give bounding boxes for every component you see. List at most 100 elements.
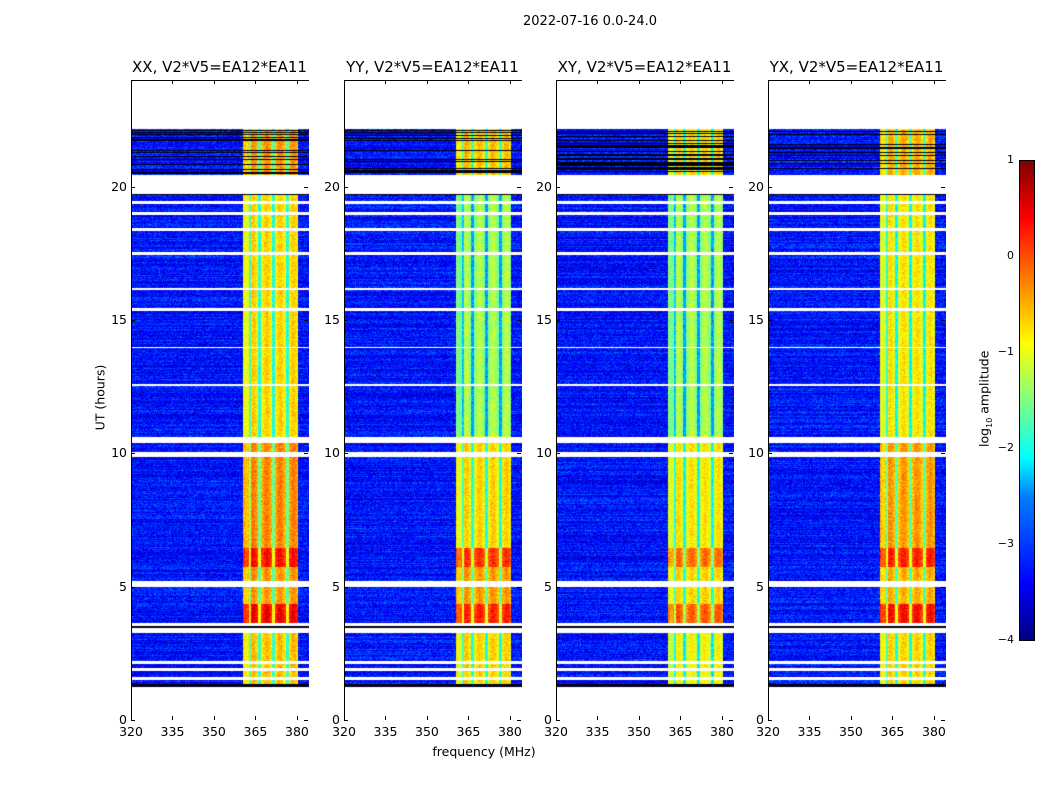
y-tick-mark <box>304 586 308 588</box>
y-tick-mark <box>517 186 521 188</box>
x-tick-label: 380 <box>922 724 946 739</box>
y-tick-mark <box>304 453 308 455</box>
x-tick-mark <box>131 80 132 84</box>
y-tick-mark <box>768 453 772 455</box>
x-tick-mark <box>385 716 387 720</box>
y-tick-mark <box>729 720 733 721</box>
y-tick-mark <box>517 720 521 721</box>
y-tick-mark <box>729 453 733 455</box>
y-tick-mark <box>556 586 560 588</box>
x-tick-mark <box>850 716 852 720</box>
x-tick-mark <box>850 80 852 84</box>
x-tick-mark <box>556 80 557 84</box>
y-tick-mark <box>131 186 135 188</box>
y-tick-mark <box>344 586 348 588</box>
x-tick-label: 335 <box>373 724 398 739</box>
y-tick-label: 15 <box>536 312 552 327</box>
colorbar-tick-label: −2 <box>997 441 1014 454</box>
y-tick-label: 15 <box>748 312 764 327</box>
y-tick-mark <box>344 186 348 188</box>
colorbar <box>1019 160 1035 641</box>
x-tick-mark <box>638 716 640 720</box>
y-tick-label: 0 <box>119 712 127 727</box>
y-tick-label: 10 <box>111 445 127 461</box>
panel-title: YX, V2*V5=EA12*EA11 <box>769 58 944 76</box>
x-tick-mark <box>255 80 257 84</box>
y-tick-mark <box>344 453 348 455</box>
x-tick-mark <box>892 716 894 720</box>
x-tick-label: 365 <box>456 724 481 739</box>
y-tick-label: 10 <box>536 445 552 461</box>
heatmap-image <box>557 81 734 721</box>
y-tick-label: 20 <box>111 178 127 194</box>
x-tick-label: 365 <box>880 724 905 739</box>
y-tick-mark <box>941 586 945 588</box>
x-tick-label: 350 <box>839 724 863 739</box>
x-tick-label: 380 <box>710 724 734 739</box>
y-tick-label: 0 <box>544 712 552 727</box>
x-tick-label: 320 <box>332 724 356 739</box>
y-tick-mark <box>304 186 308 188</box>
y-tick-mark <box>131 586 135 588</box>
x-tick-mark <box>933 80 935 84</box>
y-tick-mark <box>517 453 521 455</box>
x-tick-mark <box>213 80 215 84</box>
x-tick-mark <box>509 80 511 84</box>
x-tick-mark <box>721 716 723 720</box>
x-tick-label: 365 <box>668 724 693 739</box>
y-tick-mark <box>729 186 733 188</box>
heatmap-image <box>132 81 309 721</box>
x-tick-mark <box>933 716 935 720</box>
y-tick-mark <box>131 453 135 455</box>
y-tick-label: 0 <box>756 712 764 727</box>
x-tick-mark <box>721 80 723 84</box>
x-tick-mark <box>385 80 387 84</box>
x-tick-label: 335 <box>585 724 610 739</box>
x-tick-mark <box>426 80 428 84</box>
y-tick-label: 0 <box>332 712 340 727</box>
y-tick-mark <box>768 320 772 321</box>
x-tick-mark <box>768 80 769 84</box>
y-tick-mark <box>556 453 560 455</box>
y-tick-mark <box>729 586 733 588</box>
colorbar-tick-label: 0 <box>1007 249 1014 262</box>
y-tick-mark <box>729 320 733 321</box>
x-tick-label: 350 <box>627 724 651 739</box>
x-tick-mark <box>809 716 811 720</box>
x-tick-mark <box>509 716 511 720</box>
x-tick-mark <box>680 716 682 720</box>
x-tick-mark <box>809 80 811 84</box>
x-axis-label: frequency (MHz) <box>432 744 536 759</box>
x-tick-mark <box>172 716 174 720</box>
x-tick-mark <box>131 716 132 720</box>
y-tick-label: 20 <box>748 178 764 194</box>
waterfall-panel-1 <box>344 80 522 721</box>
panel-title: XY, V2*V5=EA12*EA11 <box>557 58 732 76</box>
x-tick-label: 365 <box>243 724 268 739</box>
y-tick-mark <box>344 320 348 321</box>
y-tick-mark <box>304 720 308 721</box>
y-tick-label: 15 <box>324 312 340 327</box>
x-tick-label: 380 <box>498 724 522 739</box>
x-tick-mark <box>296 716 298 720</box>
y-tick-label: 5 <box>119 578 127 594</box>
x-tick-label: 320 <box>544 724 568 739</box>
x-tick-mark <box>597 80 599 84</box>
y-tick-mark <box>768 586 772 588</box>
y-tick-mark <box>941 453 945 455</box>
x-tick-label: 380 <box>285 724 309 739</box>
x-tick-mark <box>172 80 174 84</box>
heatmap-image <box>769 81 946 721</box>
y-tick-label: 20 <box>324 178 340 194</box>
figure-title: 2022-07-16 0.0-24.0 <box>523 14 657 29</box>
y-tick-mark <box>556 320 560 321</box>
y-tick-mark <box>556 186 560 188</box>
x-tick-mark <box>892 80 894 84</box>
y-tick-mark <box>131 720 135 721</box>
x-tick-mark <box>426 716 428 720</box>
x-tick-mark <box>768 716 769 720</box>
panel-title: YY, V2*V5=EA12*EA11 <box>346 58 519 76</box>
x-tick-label: 350 <box>202 724 226 739</box>
x-tick-mark <box>255 716 257 720</box>
y-tick-label: 20 <box>536 178 552 194</box>
